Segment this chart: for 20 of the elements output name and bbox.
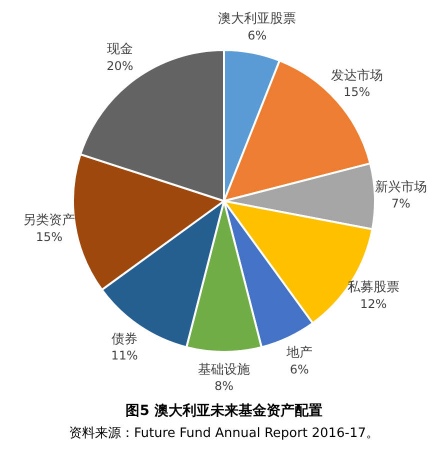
text: 资料来源：Future Fund Annual Report 2016-17。 xyxy=(68,425,380,442)
slice-label: 新兴市场 xyxy=(374,180,427,195)
slice-label: 另类资产 xyxy=(23,213,76,228)
text: 图5 澳大利亚未来基金资产配置 xyxy=(124,402,324,420)
slice-label: 地产 xyxy=(285,346,312,361)
data-label: 15% xyxy=(36,230,63,244)
data-label: 11% xyxy=(111,348,138,363)
slice-label: 私募股票 xyxy=(347,280,400,296)
data-label: 12% xyxy=(360,296,387,311)
slice-label: 基础设施 xyxy=(198,362,250,378)
data-label: 6% xyxy=(290,362,309,376)
data-label: 6% xyxy=(248,28,267,42)
slice-label: 澳大利亚股票 xyxy=(218,12,296,27)
data-label: 7% xyxy=(391,196,410,211)
slice-label: 发达市场 xyxy=(330,68,383,84)
data-label: 20% xyxy=(106,58,134,73)
data-label: 8% xyxy=(214,379,234,394)
slice-label: 现金 xyxy=(106,42,133,58)
slice-label: 债券 xyxy=(112,332,138,347)
data-label: 15% xyxy=(343,85,370,100)
